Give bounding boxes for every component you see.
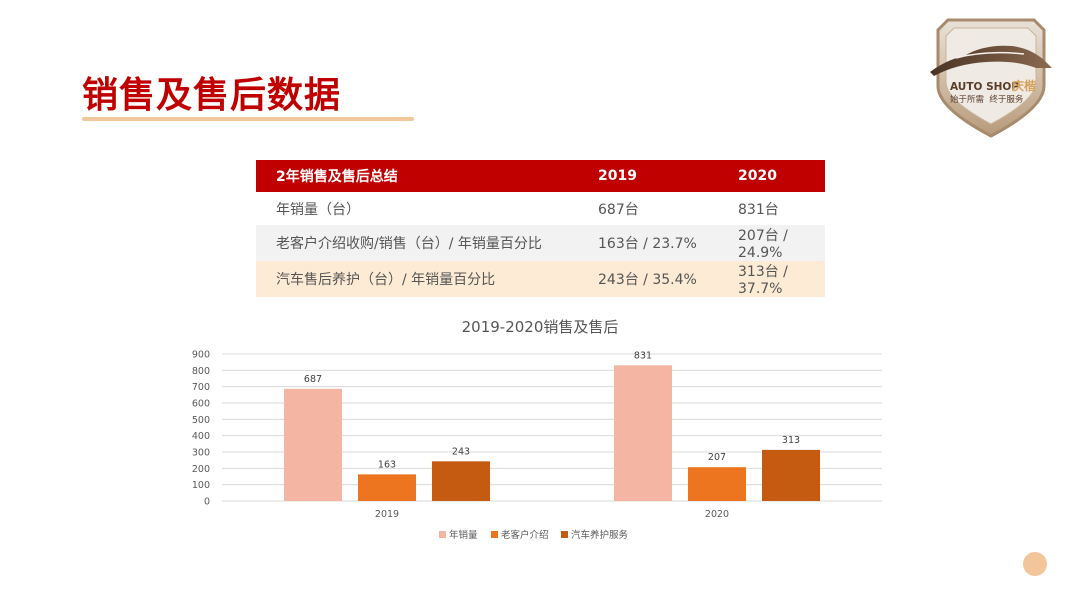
table-cell: 207台 / 24.9%	[718, 225, 825, 261]
table-cell: 687台	[578, 192, 718, 225]
legend-swatch	[491, 531, 498, 538]
table-header-cell: 2020	[718, 160, 825, 192]
bar-年销量-2019	[284, 388, 342, 501]
table-cell: 163台 / 23.7%	[578, 225, 718, 261]
table-header-cell: 2019	[578, 160, 718, 192]
y-tick-label: 500	[192, 415, 210, 426]
y-tick-label: 300	[192, 448, 210, 459]
auto-shop-logo: AUTO SHOP 庆楷 始于所需 终于服务	[930, 18, 1052, 138]
data-label: 831	[634, 350, 652, 361]
data-label: 687	[304, 374, 322, 385]
bar-汽车养护服务-2020	[762, 449, 820, 501]
sales-bar-chart: 2019-2020销售及售后 0 100 200 300 400 500 600 700 800…	[192, 318, 882, 541]
legend-swatch	[561, 531, 568, 538]
x-tick-label: 2019	[375, 509, 399, 520]
page-title: 销售及售后数据	[82, 75, 342, 116]
bar-汽车养护服务-2019	[432, 461, 490, 501]
decorative-circle	[1023, 552, 1047, 576]
bar-老客户介绍-2019	[358, 474, 416, 501]
legend-swatch	[439, 531, 446, 538]
y-tick-label: 400	[192, 431, 210, 442]
logo-brand-cn: 庆楷	[1011, 78, 1036, 93]
table-cell: 313台 / 37.7%	[718, 261, 825, 297]
logo-slogan: 始于所需 终于服务	[950, 94, 1024, 105]
legend-label: 汽车养护服务	[571, 529, 629, 541]
table-cell: 243台 / 35.4%	[578, 261, 718, 297]
data-label: 313	[782, 435, 800, 446]
y-tick-label: 100	[192, 480, 210, 491]
y-tick-label: 0	[204, 497, 210, 508]
data-label: 207	[708, 452, 726, 463]
table-cell: 831台	[718, 192, 825, 225]
table-row: 年销量（台） 687台 831台	[256, 192, 825, 225]
logo-brand: AUTO SHOP	[950, 81, 1019, 93]
table-header-cell: 2年销售及售后总结	[256, 160, 578, 192]
chart-title: 2019-2020销售及售后	[462, 318, 619, 336]
summary-table: 2年销售及售后总结 2019 2020 年销量（台） 687台 831台 老客户…	[256, 160, 825, 297]
y-tick-label: 900	[192, 350, 210, 361]
table-row: 汽车售后养护（台）/ 年销量百分比 243台 / 35.4% 313台 / 37…	[256, 261, 825, 297]
y-tick-label: 200	[192, 464, 210, 475]
y-tick-label: 600	[192, 399, 210, 410]
legend-label: 老客户介绍	[501, 529, 549, 541]
x-tick-label: 2020	[705, 509, 729, 520]
table-row: 老客户介绍收购/销售（台）/ 年销量百分比 163台 / 23.7% 207台 …	[256, 225, 825, 261]
title-underline	[82, 117, 414, 121]
data-label: 163	[378, 459, 396, 470]
table-cell: 年销量（台）	[256, 192, 578, 225]
y-tick-label: 700	[192, 382, 210, 393]
table-cell: 老客户介绍收购/销售（台）/ 年销量百分比	[256, 225, 578, 261]
data-label: 243	[452, 446, 470, 457]
y-tick-label: 800	[192, 366, 210, 377]
table-header-row: 2年销售及售后总结 2019 2020	[256, 160, 825, 192]
bar-老客户介绍-2020	[688, 467, 746, 501]
bar-年销量-2020	[614, 365, 672, 501]
table-cell: 汽车售后养护（台）/ 年销量百分比	[256, 261, 578, 297]
legend-label: 年销量	[449, 529, 478, 541]
